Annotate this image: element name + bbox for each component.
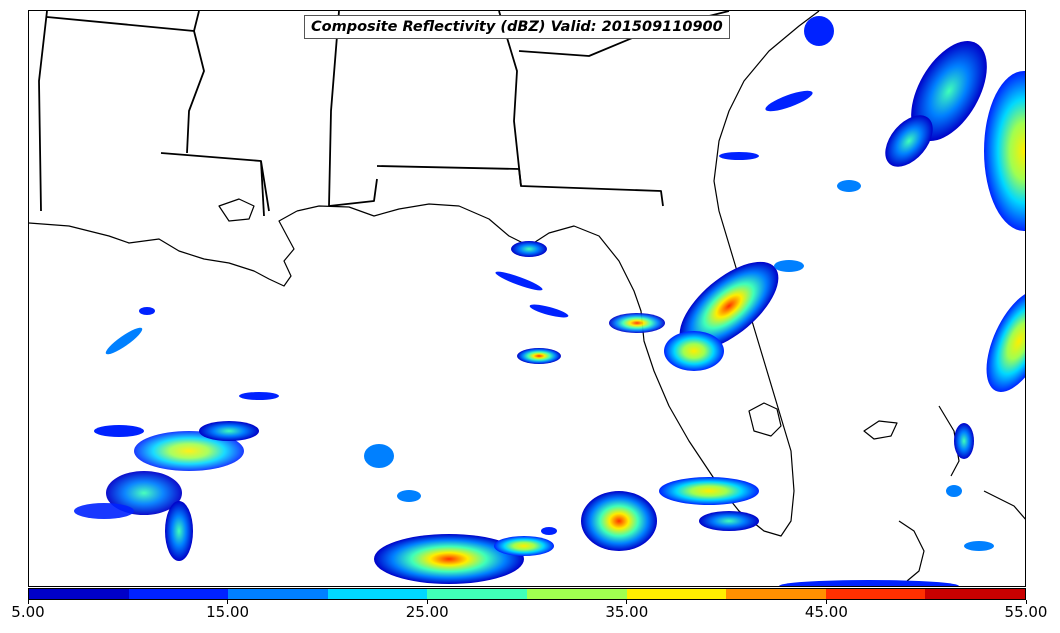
florida-squall-line [495,241,804,371]
colorbar-tick-label: 45.00 [804,603,848,621]
southern-gulf-storms [364,444,759,584]
border-mississippi-alabama [260,160,265,217]
colorbar-segment [925,589,1025,599]
coast-louisiana [29,210,298,287]
reflectivity-map [29,11,1025,586]
colorbar-tick-label: 35.00 [605,603,649,621]
lake-okeechobee [748,402,782,437]
colorbar-segment [327,589,428,599]
colorbar-segment [29,589,129,599]
colorbar-segment [228,589,328,599]
coast-bahamas-andros [863,420,898,440]
spiral-storm-system [74,307,279,561]
coast-bahamas-southeast [983,490,1025,520]
colorbar-tick [426,600,428,604]
border-louisiana-north [38,11,48,212]
atlantic-bands [719,16,1025,586]
colorbar-segment [526,589,627,599]
radar-echoes [74,16,1025,586]
border-la-ms-south [160,152,270,212]
colorbar [28,588,1026,600]
coast-cuba-west [898,520,925,582]
border-alabama-georgia-west [328,11,340,207]
coastlines [29,11,1025,582]
colorbar-segment [427,589,527,599]
colorbar-segment [128,589,229,599]
map-title: Composite Reflectivity (dBZ) Valid: 2015… [304,15,730,39]
border-alabama-florida [328,178,378,207]
colorbar-tick-label: 15.00 [206,603,250,621]
colorbar-tick [227,600,229,604]
colorbar-tick-label: 25.00 [405,603,449,621]
border-georgia-east [498,11,522,187]
colorbar-tick-label: 5.00 [11,603,45,621]
colorbar-segment [626,589,727,599]
border-arkansas-mississippi [46,11,200,32]
colorbar-tick-label: 55.00 [1004,603,1048,621]
lake-pontchartrain [218,198,255,222]
border-mississippi-river [186,30,205,154]
state-borders [38,11,730,217]
colorbar-segment [726,589,826,599]
coast-mississippi-alabama [296,11,820,537]
colorbar-tick [27,600,29,604]
colorbar-tick [626,600,628,604]
colorbar-segment [825,589,926,599]
colorbar-tick [1025,600,1027,604]
colorbar-tick [825,600,827,604]
map-panel [28,10,1026,587]
